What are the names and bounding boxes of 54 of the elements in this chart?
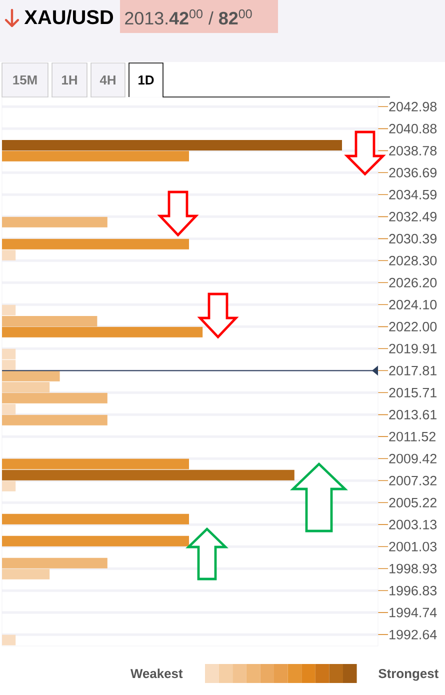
bar — [2, 558, 108, 568]
y-tick-label: 2017.81 — [389, 366, 436, 376]
bar — [2, 150, 189, 162]
y-tick-label: 2042.98 — [389, 102, 437, 112]
bar — [2, 480, 16, 492]
bar — [2, 536, 189, 546]
y-tick-label: 2009.42 — [389, 454, 436, 464]
y-tick-label: 2024.10 — [389, 300, 437, 310]
y-tick-label: 2026.20 — [389, 278, 437, 288]
bar — [2, 458, 189, 470]
bar — [2, 140, 342, 150]
y-tick-label: 2007.32 — [389, 476, 436, 486]
y-tick-label: 2019.91 — [389, 344, 436, 354]
y-tick-label: 2015.71 — [389, 388, 436, 398]
bar — [2, 326, 203, 338]
y-tick-label: 2030.39 — [389, 234, 436, 244]
y-tick-label: 2003.13 — [389, 520, 437, 530]
y-tick-label: 2034.59 — [389, 190, 436, 200]
chart-title: XAU/USD — [24, 10, 114, 24]
text: Weakest — [130, 668, 183, 678]
y-tick-label: 2013.61 — [389, 410, 436, 420]
bar — [2, 568, 50, 580]
text: 1D — [138, 76, 154, 84]
bar — [2, 414, 108, 426]
chart-subtitle: 2013.42$^{00}$ / 82$^{00}$ — [125, 9, 252, 25]
bar — [2, 634, 16, 646]
bar — [2, 404, 16, 414]
y-tick-label: 2032.49 — [389, 212, 436, 222]
y-tick-label: 2005.22 — [389, 498, 436, 508]
bar — [2, 250, 16, 260]
y-tick-label: 1994.74 — [390, 608, 437, 618]
text: Strongest — [378, 668, 438, 681]
bar — [2, 304, 16, 316]
text: 15M — [13, 75, 37, 85]
bar — [2, 370, 60, 382]
y-tick-label: 1996.83 — [390, 586, 437, 596]
bar — [2, 382, 50, 392]
y-tick-label: 1992.64 — [390, 630, 437, 640]
bar — [2, 216, 108, 228]
text: 1H — [62, 76, 77, 84]
text: 4H — [100, 76, 116, 84]
bar — [2, 392, 108, 404]
y-tick-label: 2028.30 — [389, 256, 437, 266]
bar — [2, 316, 98, 326]
y-tick-label: 2038.78 — [389, 146, 437, 156]
bar — [2, 514, 189, 524]
y-tick-label: 2022.00 — [389, 322, 437, 332]
y-tick-label: 2036.69 — [389, 168, 436, 178]
bar — [2, 238, 189, 250]
y-tick-label: 2040.88 — [389, 124, 437, 134]
y-tick-label: 2001.03 — [389, 542, 437, 552]
bar — [2, 470, 294, 480]
y-tick-label: 2011.52 — [389, 432, 436, 442]
y-tick-label: 1998.93 — [390, 564, 437, 574]
